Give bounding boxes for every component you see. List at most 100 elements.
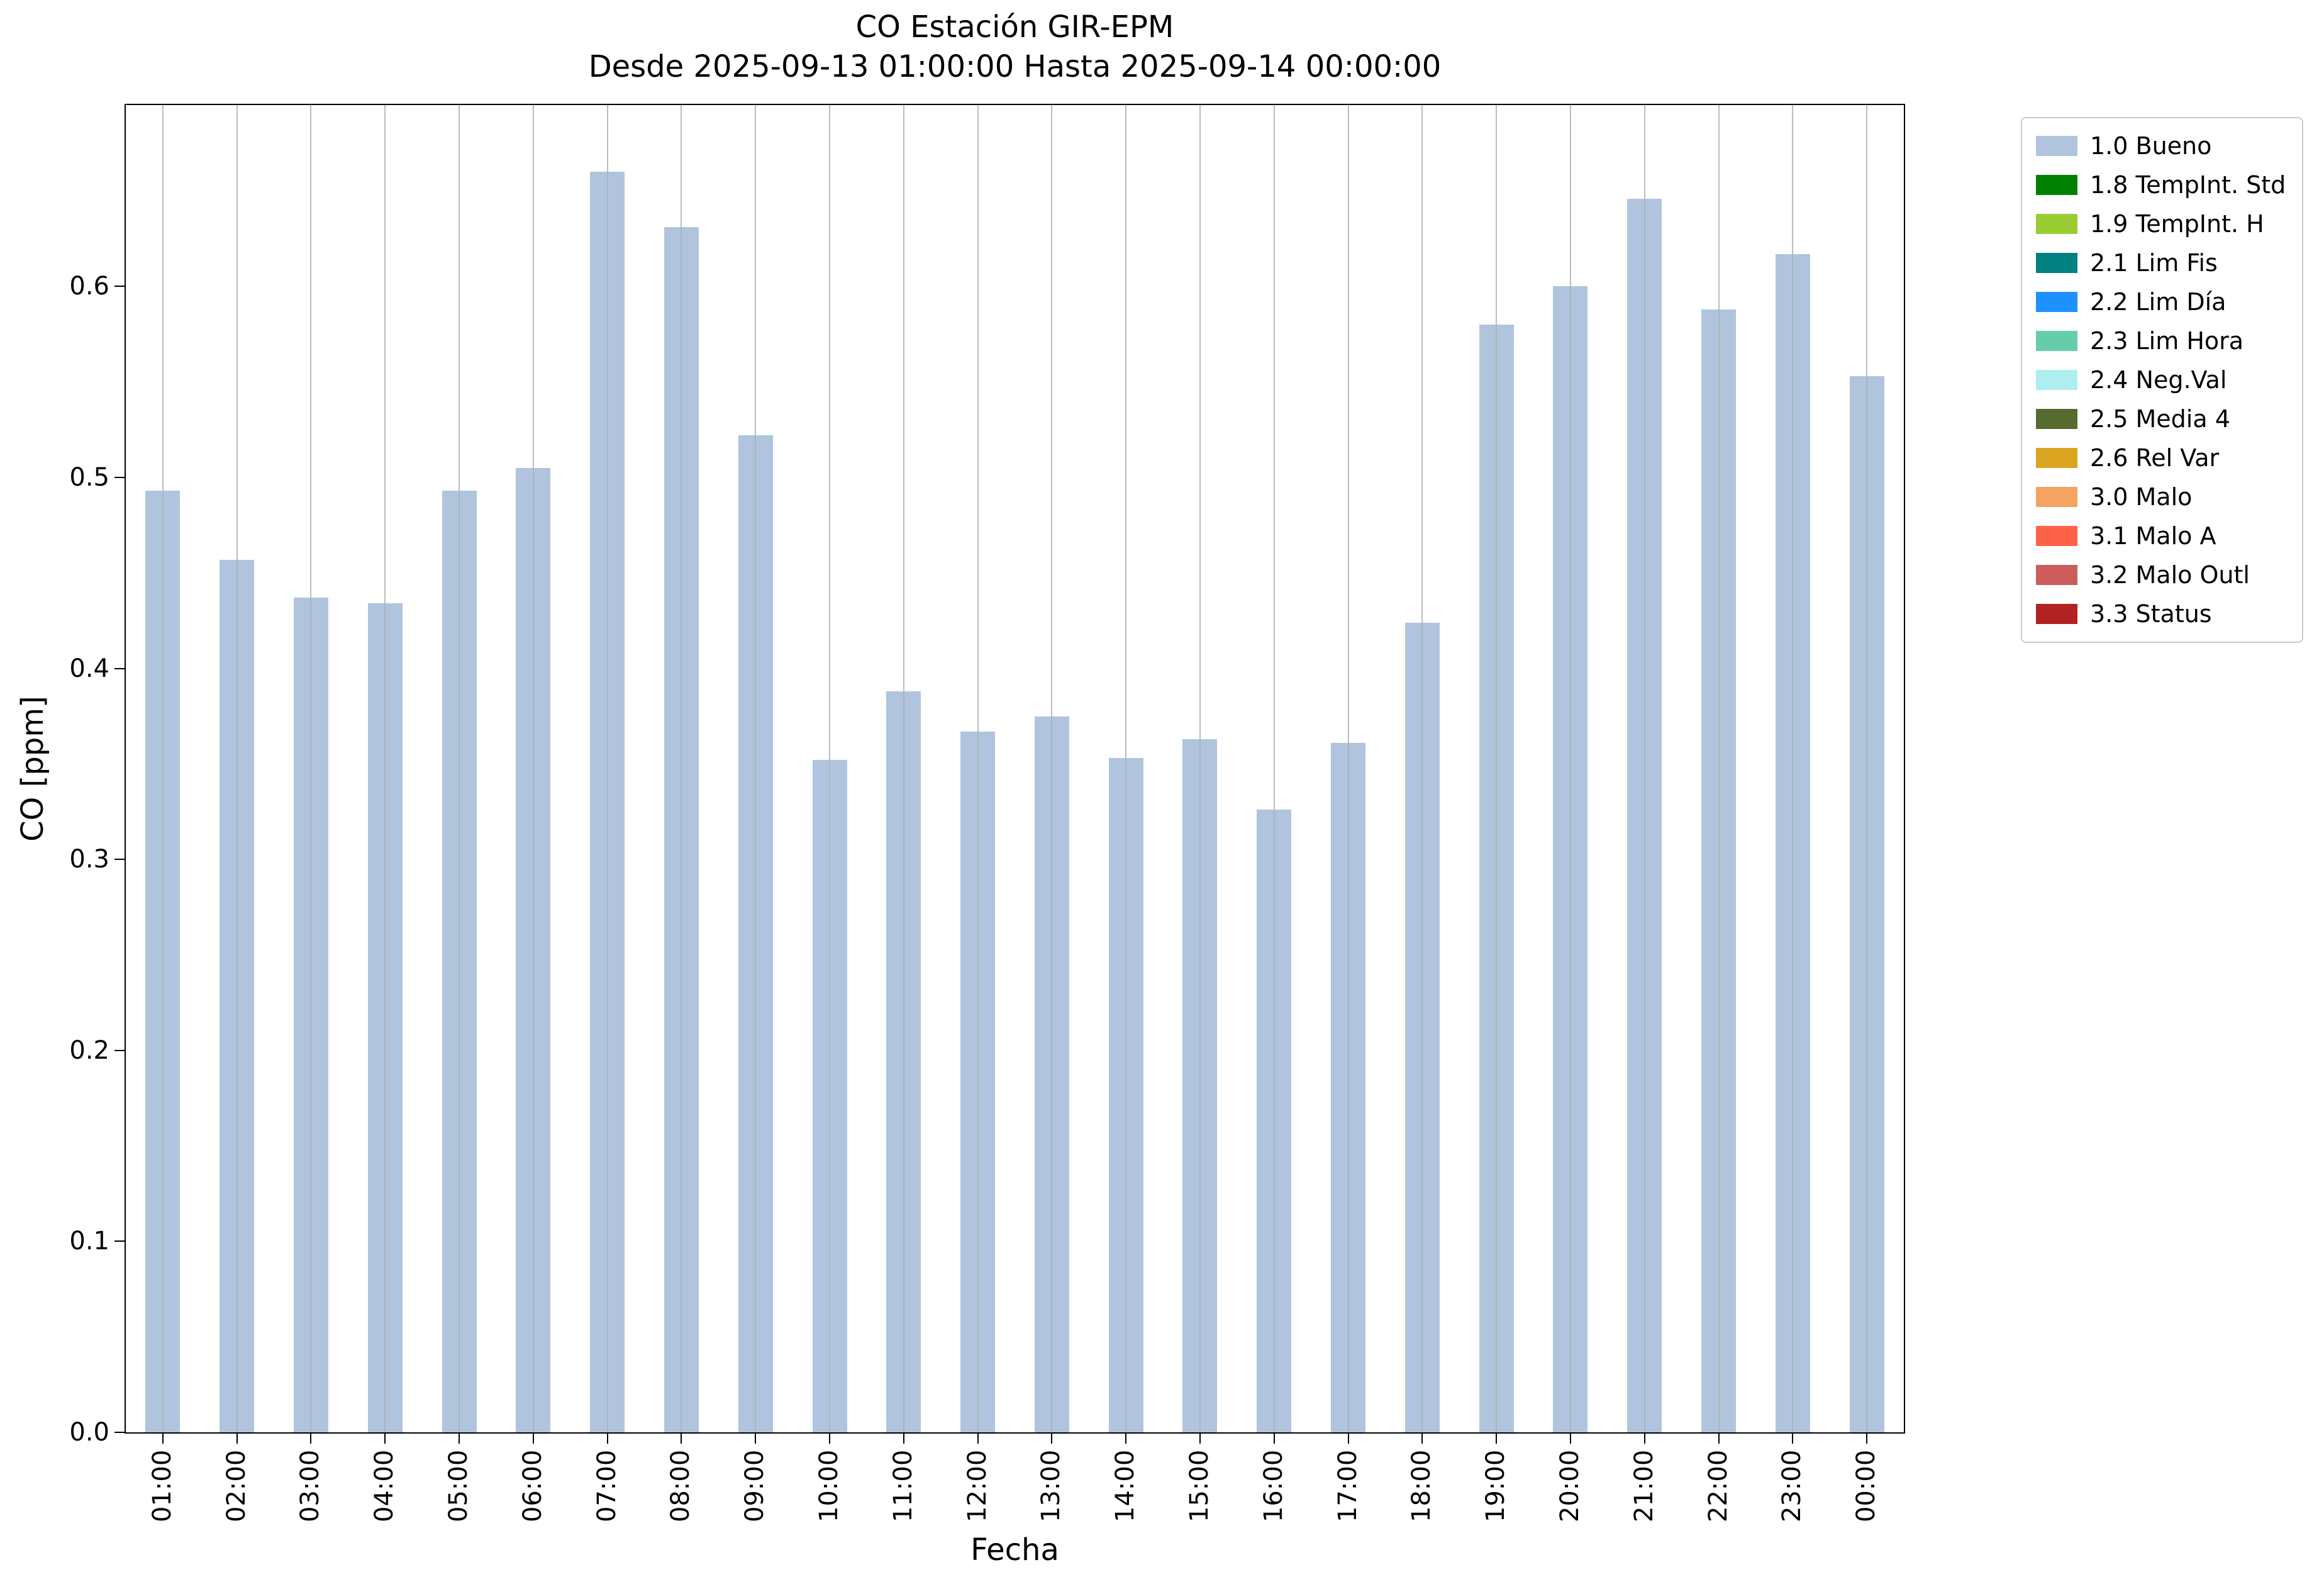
x-tick-mark [1347, 1434, 1349, 1444]
legend-item: 3.3 Status [2036, 599, 2286, 629]
gridline-06:00 [532, 105, 534, 1432]
x-tick-label: 21:00 [1629, 1449, 1659, 1522]
plot-area [125, 104, 1905, 1434]
legend-item-label: 3.2 Malo Outl [2090, 561, 2250, 589]
legend-item-label: 2.4 Neg.Val [2090, 366, 2227, 394]
legend-swatch-icon [2036, 292, 2077, 312]
legend-item-label: 3.0 Malo [2090, 483, 2193, 511]
y-tick-mark [114, 1432, 125, 1433]
gridline-09:00 [755, 105, 757, 1432]
legend-swatch-icon [2036, 526, 2077, 546]
legend-item: 2.3 Lim Hora [2036, 326, 2286, 356]
y-tick-label: 0.5 [69, 463, 109, 492]
legend: 1.0 Bueno 1.8 TempInt. Std 1.9 TempInt. H 2… [2021, 117, 2304, 643]
x-tick-mark [236, 1434, 238, 1444]
legend-item-label: 2.6 Rel Var [2090, 444, 2220, 472]
gridline-08:00 [681, 105, 682, 1432]
legend-swatch-icon [2036, 370, 2077, 390]
legend-item-label: 2.3 Lim Hora [2090, 327, 2244, 355]
y-tick-mark [114, 1240, 125, 1242]
legend-item: 2.2 Lim Día [2036, 287, 2286, 317]
legend-item-label: 3.3 Status [2090, 600, 2212, 628]
legend-swatch-icon [2036, 214, 2077, 234]
legend-item: 3.2 Malo Outl [2036, 560, 2286, 590]
legend-swatch-icon [2036, 448, 2077, 468]
legend-item: 1.0 Bueno [2036, 131, 2286, 161]
legend-item: 3.0 Malo [2036, 482, 2286, 512]
x-tick-mark [1199, 1434, 1201, 1444]
x-tick-mark [1421, 1434, 1423, 1444]
gridline-21:00 [1643, 105, 1645, 1432]
gridline-11:00 [903, 105, 904, 1432]
y-tick-mark [114, 1049, 125, 1051]
legend-item-label: 1.8 TempInt. Std [2090, 171, 2286, 199]
x-tick-label: 13:00 [1037, 1449, 1066, 1522]
x-tick-label: 05:00 [444, 1449, 474, 1522]
gridline-12:00 [977, 105, 979, 1432]
gridline-19:00 [1496, 105, 1498, 1432]
gridline-03:00 [310, 105, 312, 1432]
legend-swatch-icon [2036, 487, 2077, 507]
gridline-00:00 [1866, 105, 1868, 1432]
gridline-16:00 [1273, 105, 1275, 1432]
x-tick-label: 08:00 [666, 1449, 696, 1522]
x-tick-label: 07:00 [592, 1449, 621, 1522]
gridline-17:00 [1347, 105, 1349, 1432]
x-tick-mark [903, 1434, 904, 1444]
x-tick-label: 12:00 [962, 1449, 992, 1522]
x-tick-label: 10:00 [815, 1449, 844, 1522]
x-tick-label: 11:00 [888, 1449, 918, 1522]
gridline-13:00 [1051, 105, 1053, 1432]
x-tick-mark [829, 1434, 831, 1444]
gridline-15:00 [1199, 105, 1201, 1432]
x-tick-mark [977, 1434, 979, 1444]
y-tick-label: 0.0 [69, 1418, 109, 1447]
gridline-18:00 [1421, 105, 1423, 1432]
x-tick-mark [310, 1434, 312, 1444]
x-tick-label: 17:00 [1333, 1449, 1362, 1522]
gridline-10:00 [829, 105, 831, 1432]
gridline-14:00 [1125, 105, 1127, 1432]
y-tick-label: 0.2 [69, 1035, 109, 1065]
x-tick-mark [1496, 1434, 1498, 1444]
legend-swatch-icon [2036, 253, 2077, 273]
gridline-22:00 [1718, 105, 1720, 1432]
legend-item: 2.5 Media 4 [2036, 404, 2286, 434]
x-tick-label: 04:00 [370, 1449, 399, 1522]
legend-swatch-icon [2036, 331, 2077, 351]
legend-item: 3.1 Malo A [2036, 521, 2286, 551]
legend-item-label: 2.5 Media 4 [2090, 405, 2230, 433]
y-tick-mark [114, 477, 125, 478]
x-tick-label: 16:00 [1259, 1449, 1288, 1522]
x-tick-mark [755, 1434, 757, 1444]
x-tick-mark [459, 1434, 460, 1444]
x-tick-mark [532, 1434, 534, 1444]
legend-item-label: 1.0 Bueno [2090, 132, 2212, 160]
legend-item-label: 1.9 TempInt. H [2090, 210, 2264, 238]
legend-item: 2.1 Lim Fis [2036, 248, 2286, 278]
legend-swatch-icon [2036, 136, 2077, 156]
x-tick-label: 01:00 [147, 1449, 177, 1522]
x-tick-label: 02:00 [221, 1449, 251, 1522]
gridline-01:00 [162, 105, 164, 1432]
legend-swatch-icon [2036, 604, 2077, 624]
legend-item: 2.6 Rel Var [2036, 443, 2286, 473]
x-tick-label: 06:00 [518, 1449, 547, 1522]
gridline-05:00 [459, 105, 460, 1432]
y-axis-label: CO [ppm] [15, 696, 50, 842]
x-tick-mark [681, 1434, 682, 1444]
x-tick-label: 22:00 [1703, 1449, 1733, 1522]
chart-title: CO Estación GIR-EPM [855, 9, 1174, 45]
y-tick-mark [114, 859, 125, 861]
gridline-23:00 [1792, 105, 1794, 1432]
y-tick-label: 0.1 [69, 1227, 109, 1256]
y-tick-mark [114, 286, 125, 287]
x-tick-mark [1643, 1434, 1645, 1444]
legend-swatch-icon [2036, 565, 2077, 585]
x-tick-mark [162, 1434, 164, 1444]
y-tick-label: 0.6 [69, 272, 109, 301]
legend-item: 2.4 Neg.Val [2036, 365, 2286, 395]
x-tick-label: 15:00 [1184, 1449, 1214, 1522]
x-tick-label: 18:00 [1407, 1449, 1437, 1522]
